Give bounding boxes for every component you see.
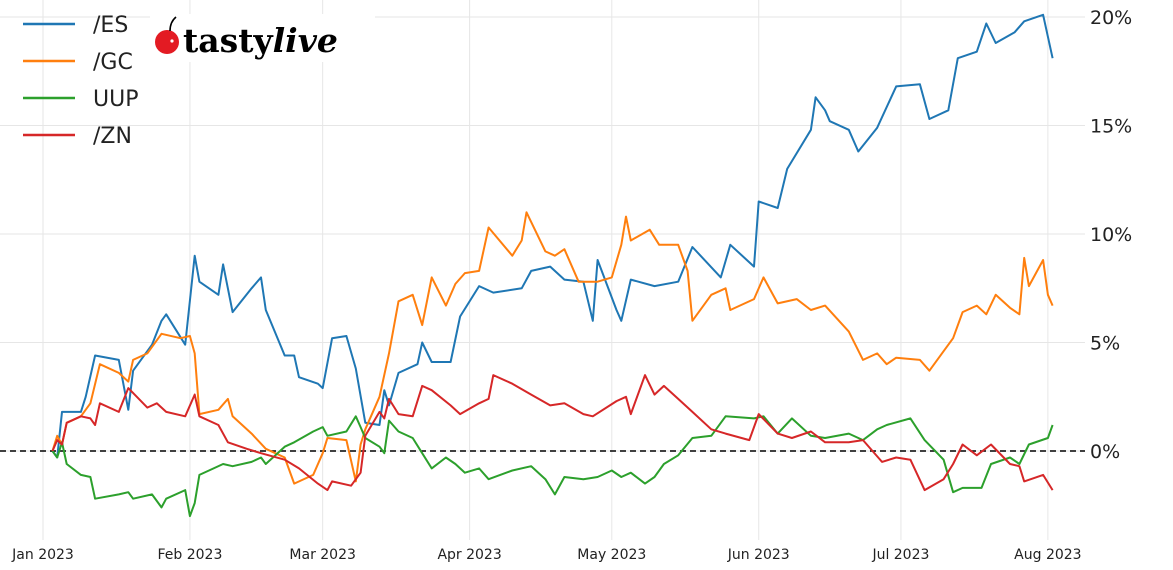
- series-line-uup: [51, 415, 1054, 518]
- x-tick-label: Jan 2023: [11, 547, 74, 563]
- x-axis: Jan 2023 Feb 2023 Mar 2023 Apr 2023 May 2023…: [11, 547, 1081, 563]
- y-tick-label: 5%: [1090, 333, 1120, 355]
- y-axis: 0% 5% 10% 15% 20%: [1090, 7, 1132, 463]
- x-tick-label: Aug 2023: [1014, 547, 1081, 563]
- x-tick-label: Jun 2023: [727, 547, 790, 563]
- legend: /ES/GC UUP/ZN: [23, 13, 138, 149]
- series-line-zn: [51, 374, 1054, 492]
- series-line-es: [51, 13, 1054, 459]
- x-tick-label: Jul 2023: [871, 547, 929, 563]
- y-tick-label: 20%: [1090, 7, 1132, 29]
- logo-text: tastylive: [183, 21, 338, 60]
- legend-label: /ZN: [93, 124, 132, 149]
- x-tick-label: Apr 2023: [437, 547, 501, 563]
- x-tick-label: May 2023: [577, 547, 646, 563]
- legend-label: UUP: [93, 87, 138, 112]
- gridlines: [0, 0, 1085, 540]
- series-lines: [51, 13, 1054, 518]
- y-tick-label: 10%: [1090, 224, 1132, 246]
- x-tick-label: Mar 2023: [289, 547, 356, 563]
- legend-label: /ES: [93, 13, 128, 38]
- tastylive-logo: tastylive: [150, 14, 375, 62]
- x-tick-label: Feb 2023: [158, 547, 223, 563]
- series-line-gc: [51, 211, 1054, 485]
- y-tick-label: 15%: [1090, 116, 1132, 138]
- legend-label: /GC: [93, 50, 133, 75]
- y-tick-label: 0%: [1090, 441, 1120, 463]
- cherry-icon: [155, 30, 179, 54]
